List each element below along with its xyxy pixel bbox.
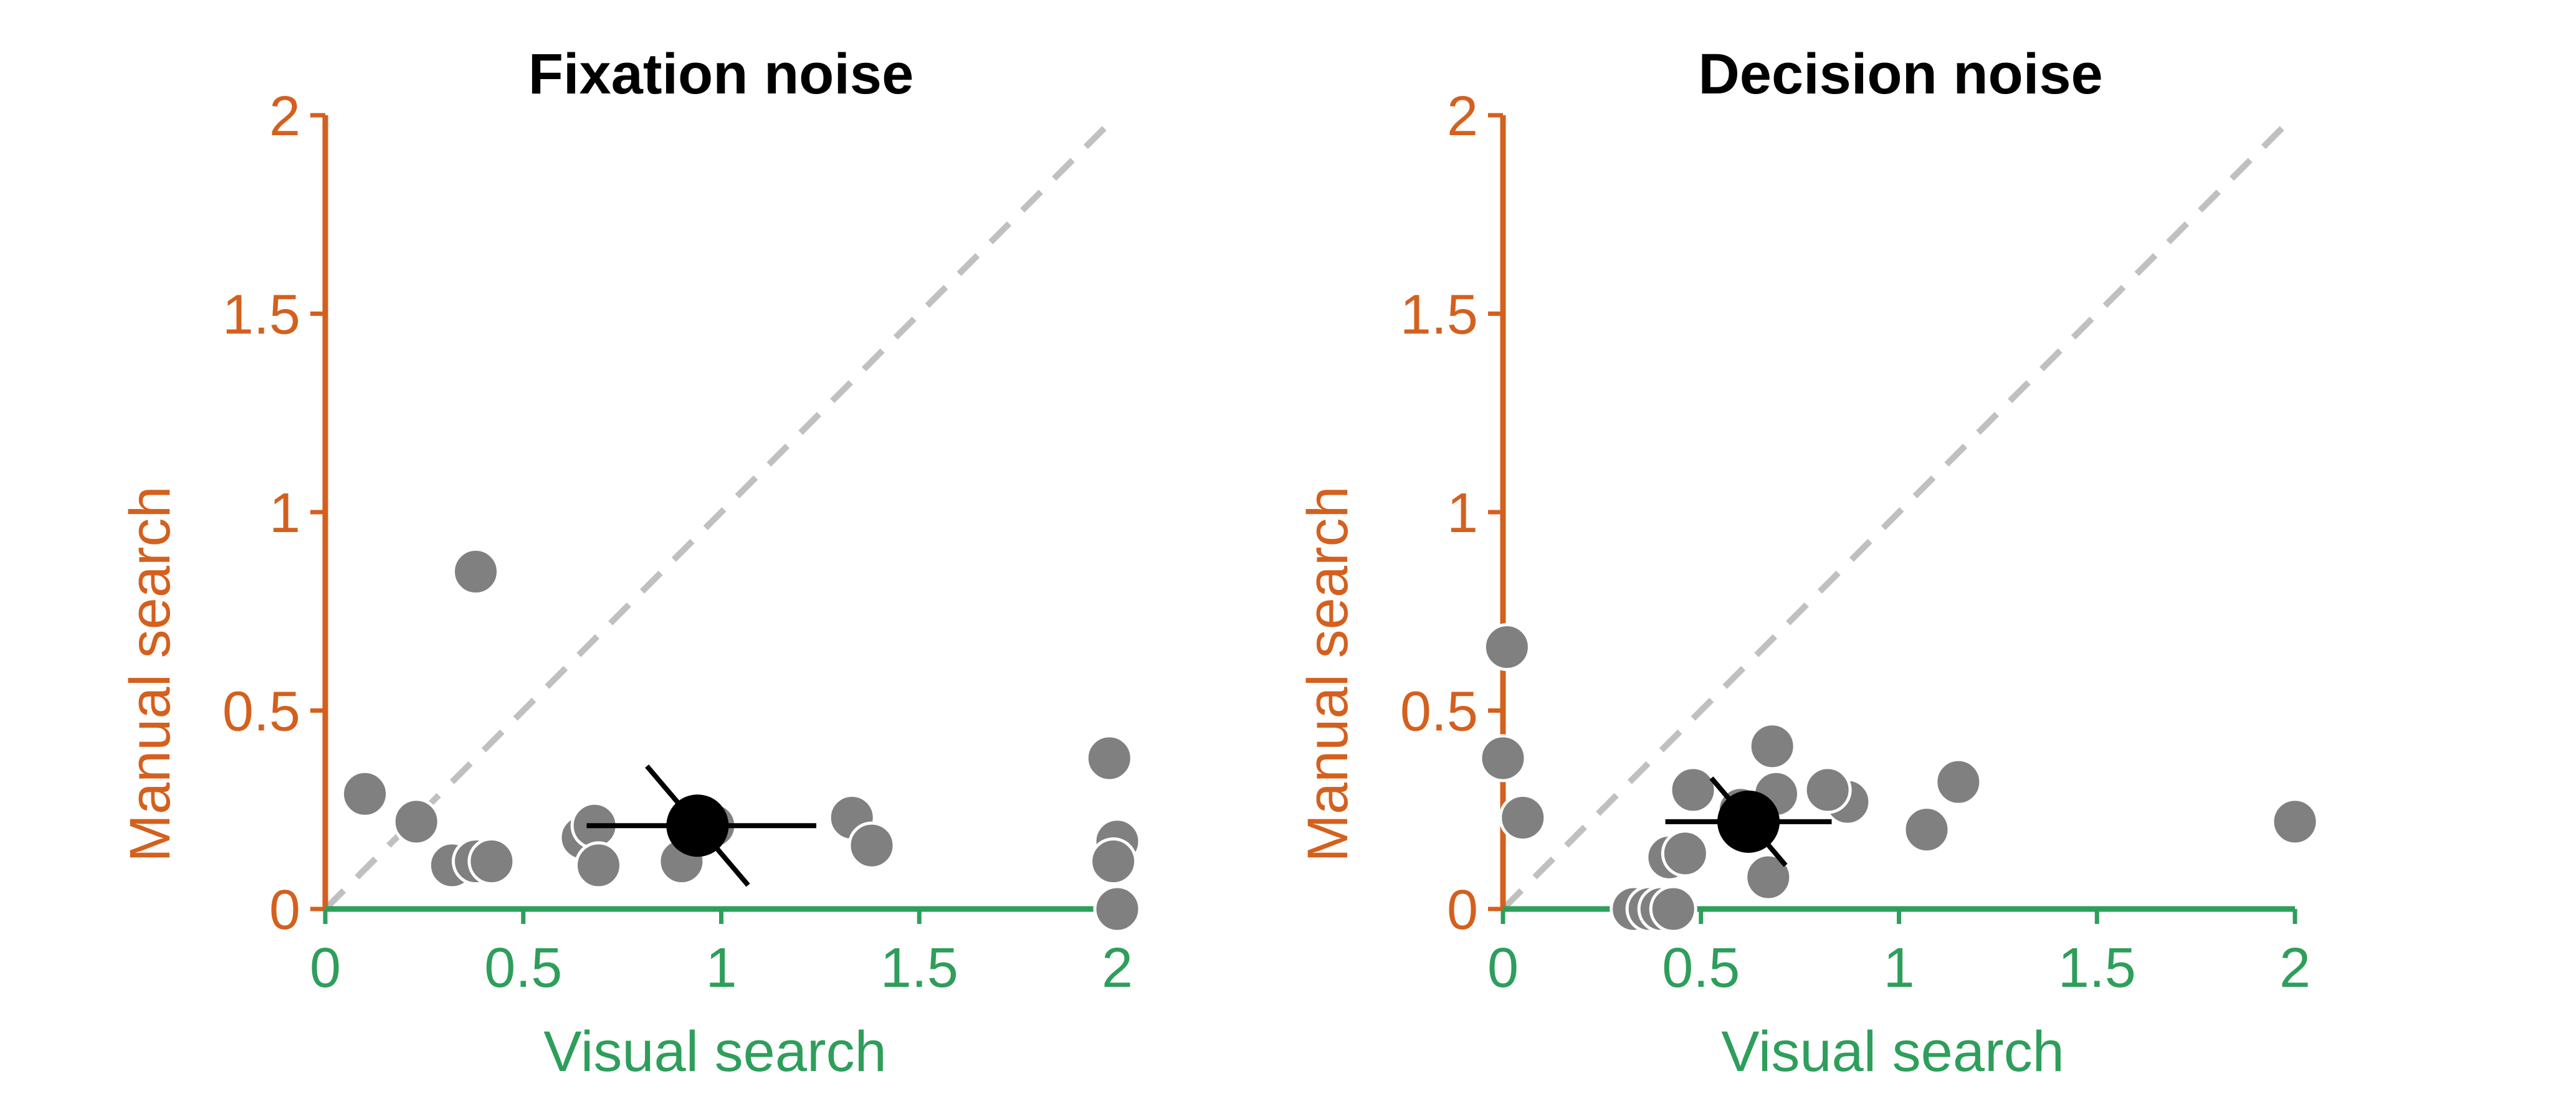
mean-point bbox=[1717, 790, 1780, 853]
mean-marker bbox=[1665, 776, 1832, 867]
data-point bbox=[341, 769, 389, 818]
y-tick-label: 0.5 bbox=[222, 681, 300, 743]
mean-marker bbox=[586, 764, 817, 887]
y-tick-label: 0 bbox=[1447, 879, 1478, 941]
y-tick-label: 2 bbox=[1447, 85, 1478, 148]
data-point bbox=[1934, 758, 1983, 806]
data-point bbox=[467, 837, 516, 886]
data-point bbox=[1482, 623, 1531, 672]
data-point bbox=[1649, 885, 1697, 933]
x-ticks: 0 0.5 1 1.5 2 bbox=[310, 909, 1133, 999]
data-point bbox=[847, 821, 896, 870]
data-point bbox=[392, 797, 441, 846]
data-point bbox=[1902, 806, 1951, 854]
y-tick-label: 1 bbox=[1447, 482, 1478, 545]
y-ticks: 0 0.5 1 1.5 2 bbox=[222, 85, 325, 941]
data-point bbox=[1093, 885, 1142, 933]
y-axis-label: Manual search bbox=[1296, 486, 1360, 862]
data-point bbox=[1089, 837, 1138, 886]
y-tick-label: 2 bbox=[269, 85, 300, 148]
data-point bbox=[1479, 734, 1527, 783]
data-point bbox=[1085, 734, 1133, 783]
data-points bbox=[1479, 623, 2319, 933]
data-point bbox=[1499, 793, 1547, 842]
y-tick-label: 1.5 bbox=[222, 284, 300, 346]
panel-fixation-noise: Fixation noise 0 0.5 1 1.5 2 0 0.5 1 1.5 2 Manua… bbox=[118, 42, 1142, 1083]
data-point bbox=[574, 841, 623, 890]
data-point bbox=[451, 548, 500, 596]
y-tick-label: 1.5 bbox=[1400, 284, 1478, 346]
y-ticks: 0 0.5 1 1.5 2 bbox=[1400, 85, 1503, 941]
y-tick-label: 1 bbox=[269, 482, 300, 545]
x-tick-label: 1.5 bbox=[2058, 937, 2136, 999]
data-point bbox=[1803, 766, 1852, 814]
data-points bbox=[341, 548, 1142, 933]
data-point bbox=[1661, 829, 1709, 878]
x-tick-label: 2 bbox=[1102, 937, 1133, 999]
x-tick-label: 1.5 bbox=[880, 937, 958, 999]
data-point bbox=[1748, 722, 1796, 771]
x-tick-label: 0 bbox=[1487, 937, 1519, 999]
data-point bbox=[1744, 853, 1793, 902]
y-tick-label: 0.5 bbox=[1400, 681, 1478, 743]
x-tick-label: 0 bbox=[310, 937, 341, 999]
x-tick-label: 0.5 bbox=[1662, 937, 1740, 999]
identity-diagonal bbox=[1500, 113, 2297, 911]
panel-decision-noise: Decision noise 0 0.5 1 1.5 2 0 0.5 1 1.5 2 Manua… bbox=[1296, 42, 2319, 1083]
panel-title: Fixation noise bbox=[528, 42, 914, 106]
x-tick-label: 0.5 bbox=[484, 937, 562, 999]
x-axis-label: Visual search bbox=[543, 1020, 887, 1083]
x-tick-label: 2 bbox=[2279, 937, 2311, 999]
x-ticks: 0 0.5 1 1.5 2 bbox=[1487, 909, 2311, 999]
x-tick-label: 1 bbox=[1883, 937, 1914, 999]
mean-point bbox=[666, 794, 729, 857]
x-tick-label: 1 bbox=[705, 937, 737, 999]
y-axis-label: Manual search bbox=[118, 486, 182, 862]
panel-title: Decision noise bbox=[1698, 42, 2102, 106]
data-point bbox=[2271, 797, 2319, 846]
identity-diagonal bbox=[323, 113, 1120, 911]
y-tick-label: 0 bbox=[269, 879, 300, 941]
data-point bbox=[1669, 766, 1717, 814]
x-axis-label: Visual search bbox=[1721, 1020, 2064, 1083]
